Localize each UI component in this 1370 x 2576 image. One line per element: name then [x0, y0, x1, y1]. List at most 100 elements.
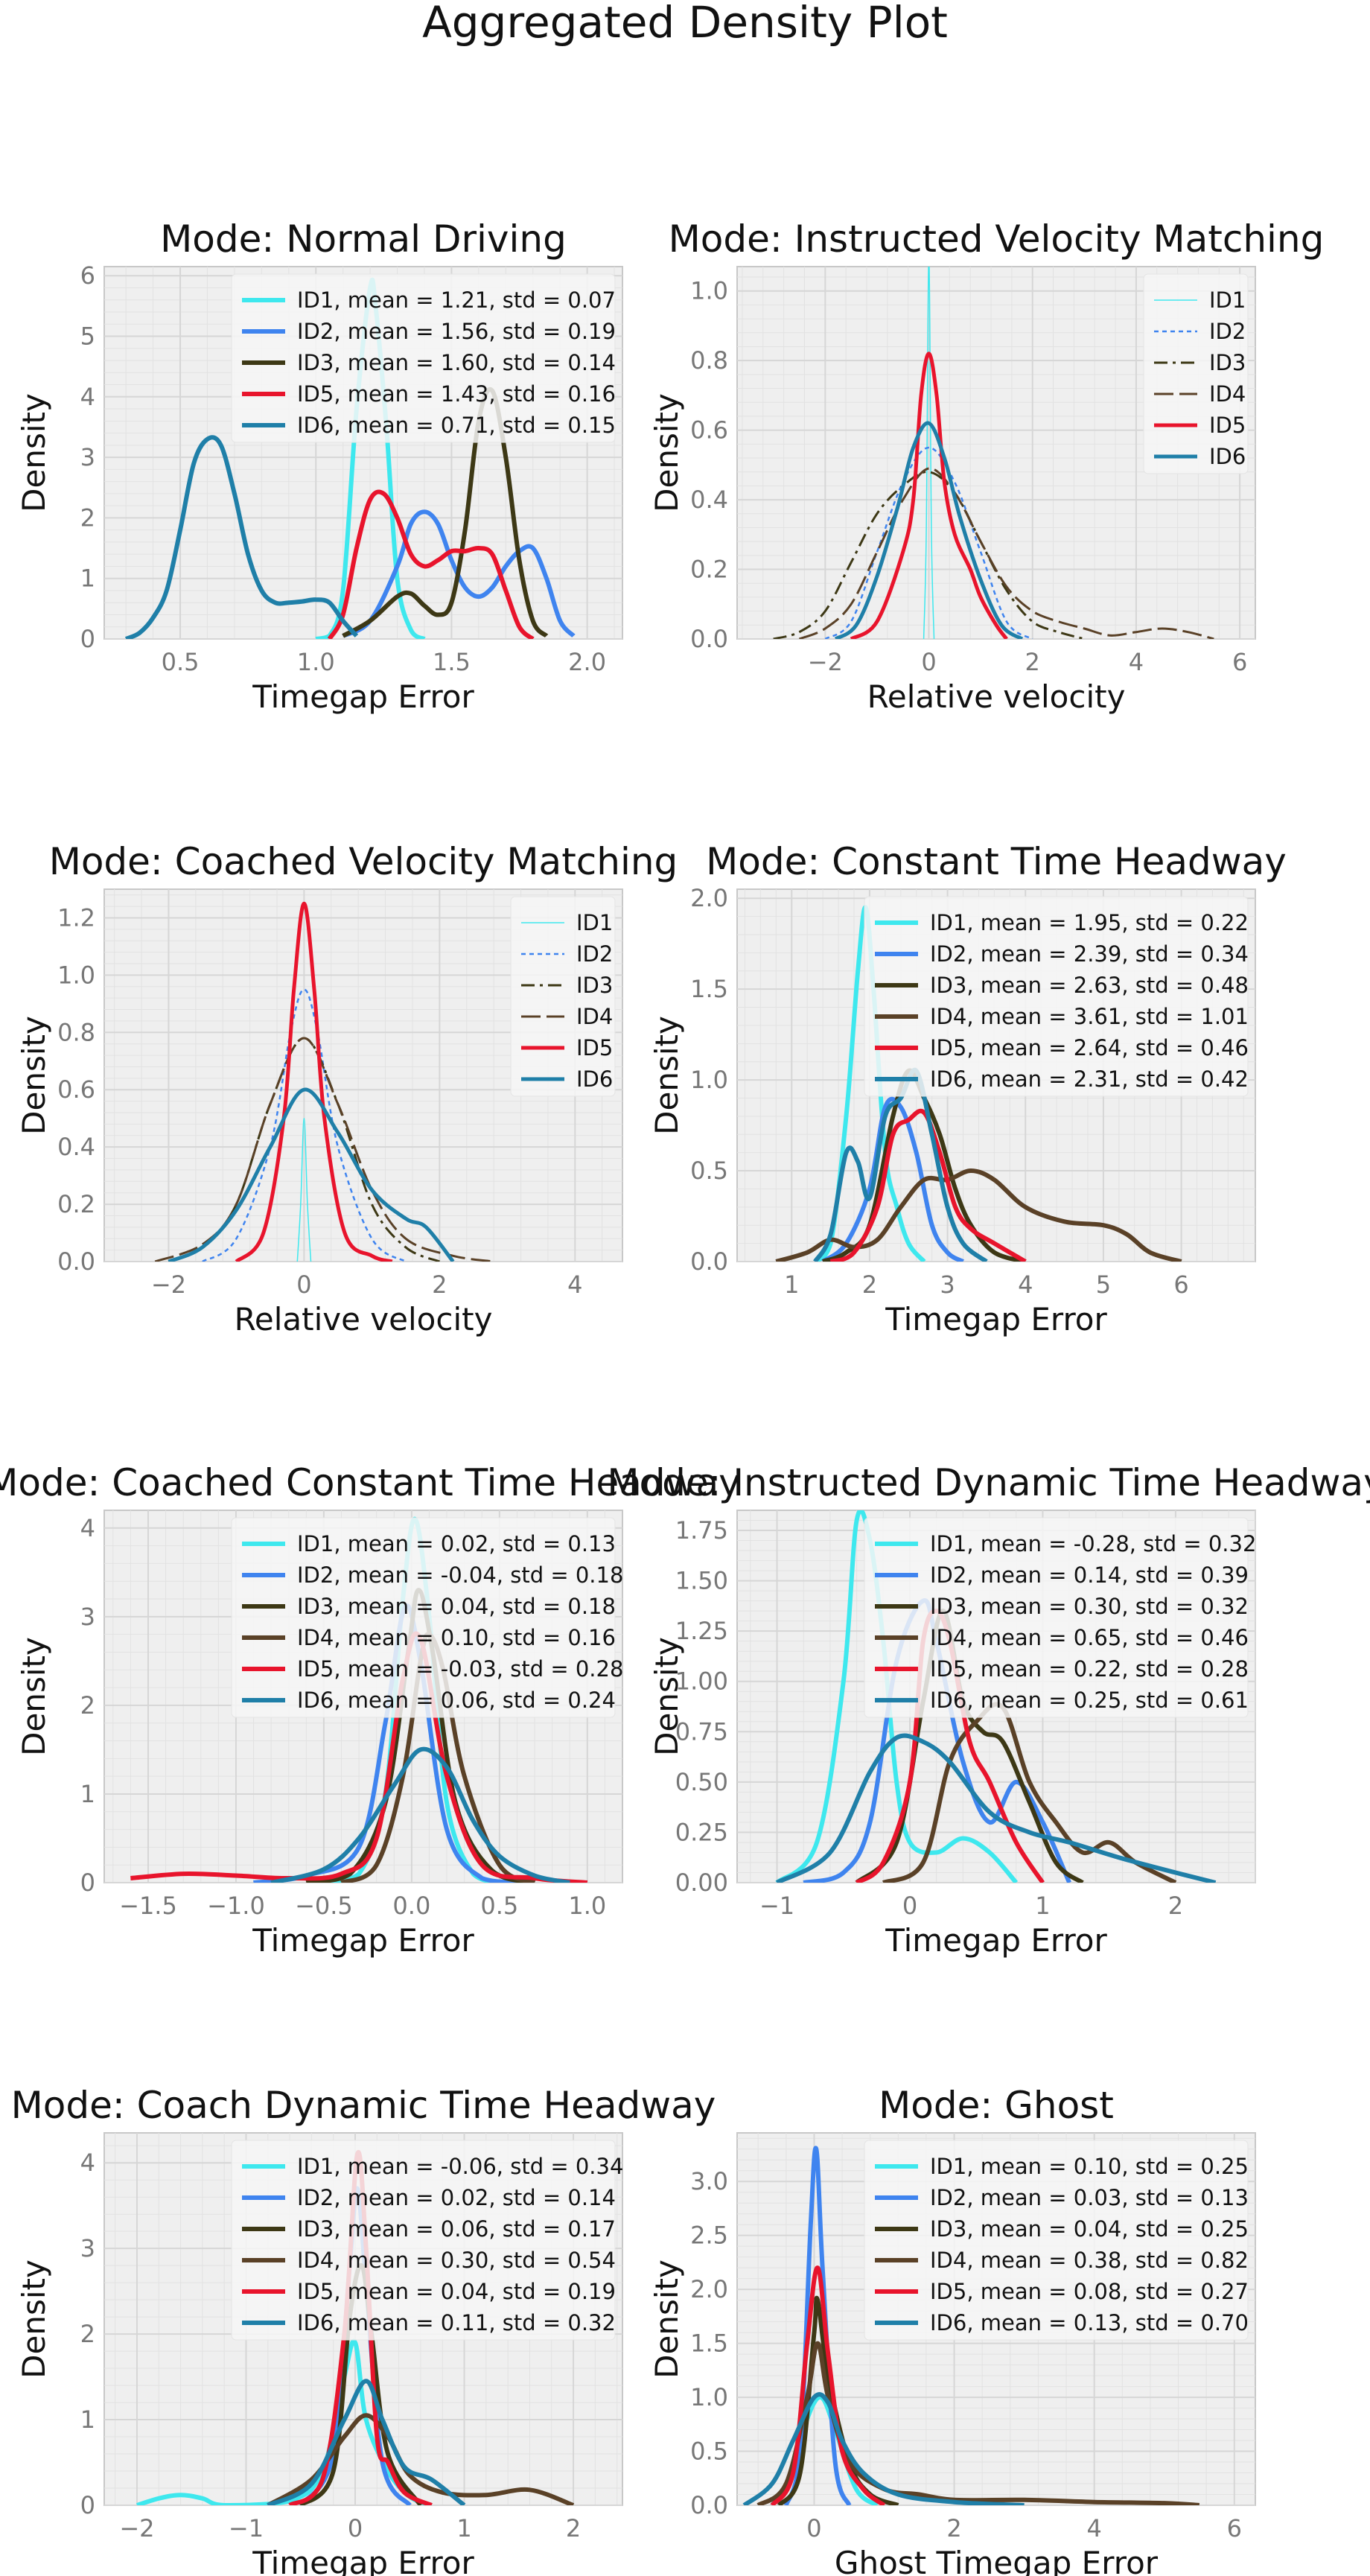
- legend-label: ID2, mean = 0.14, std = 0.39: [930, 1562, 1249, 1588]
- legend-label: ID1, mean = -0.06, std = 0.34: [297, 2154, 623, 2179]
- x-tick-label: 0.5: [480, 1892, 518, 1920]
- x-tick-label: −1.0: [207, 1892, 265, 1920]
- y-tick-label: 1.5: [690, 2329, 728, 2358]
- density-curve-id6: [834, 421, 1024, 639]
- y-tick-label: 0.8: [690, 346, 728, 375]
- legend-label: ID3, mean = 0.30, std = 0.32: [930, 1594, 1249, 1619]
- legend: [231, 1517, 616, 1718]
- x-tick-label: −0.5: [295, 1892, 353, 1920]
- y-tick-label: 1.50: [675, 1567, 728, 1595]
- y-tick-label: 0: [80, 2491, 95, 2519]
- x-tick-label: 1.5: [433, 648, 471, 676]
- legend-label: ID3: [1209, 350, 1246, 375]
- density-curve-id2: [824, 446, 1033, 639]
- y-tick-label: 2: [80, 503, 95, 532]
- y-axis-label: Density: [16, 2259, 52, 2379]
- chart-panel: −2 0 2 4 6 0.0 0.2 0.4 0.6 0.8 1.0 ID1 ID2 ID3 ID4 ID5 I…: [649, 217, 1324, 715]
- y-axis-label: Density: [16, 1016, 52, 1135]
- density-curve-id5: [850, 352, 1008, 639]
- panel-title: Mode: Coached Velocity Matching: [49, 840, 678, 883]
- y-tick-label: 2.0: [690, 884, 728, 912]
- density-curve-id4: [798, 467, 1214, 639]
- y-tick-label: 0.5: [690, 1157, 728, 1185]
- legend-label: ID2: [576, 941, 613, 967]
- x-axis-label: Timegap Error: [252, 678, 474, 715]
- x-tick-label: −1: [759, 1892, 794, 1920]
- x-tick-label: 1: [1035, 1892, 1050, 1920]
- y-tick-label: 2.5: [690, 2222, 728, 2250]
- density-curve-id3: [342, 387, 549, 638]
- legend-label: ID2, mean = -0.04, std = 0.18: [297, 1562, 623, 1588]
- y-tick-label: 1: [80, 1780, 95, 1808]
- density-curve-id6: [813, 1067, 988, 1262]
- legend-label: ID2, mean = 0.02, std = 0.14: [297, 2185, 616, 2210]
- legend-label: ID1: [1209, 287, 1246, 313]
- density-curve-id6: [776, 1733, 1217, 1883]
- density-curve-id1: [296, 1117, 312, 1262]
- legend-label: ID4: [576, 1004, 613, 1029]
- y-tick-label: 6: [80, 261, 95, 290]
- legend-label: ID5, mean = 0.04, std = 0.19: [297, 2279, 616, 2304]
- density-curve-id6: [168, 1087, 455, 1262]
- y-tick-label: 0.8: [57, 1018, 95, 1046]
- y-tick-label: 2.0: [690, 2275, 728, 2303]
- legend-label: ID5, mean = 2.64, std = 0.46: [930, 1035, 1249, 1060]
- y-axis-label: Density: [649, 393, 685, 512]
- density-curve-id4: [775, 1168, 1182, 1262]
- figure-title: Aggregated Density Plot: [422, 0, 948, 48]
- y-tick-label: 0.4: [57, 1133, 95, 1161]
- y-tick-label: 5: [80, 322, 95, 350]
- y-tick-label: 0.6: [57, 1075, 95, 1104]
- y-tick-label: 0.00: [675, 1869, 728, 1897]
- y-tick-label: 2: [80, 1691, 95, 1720]
- y-tick-label: 1.0: [690, 1066, 728, 1094]
- y-tick-label: 1.0: [690, 2383, 728, 2411]
- x-tick-label: 2: [566, 2514, 581, 2542]
- chart-panel: −2 0 2 4 0.0 0.2 0.4 0.6 0.8 1.0 1.2 ID1 ID2 ID3 ID4 ID…: [16, 840, 678, 1338]
- y-tick-label: 0.0: [690, 625, 728, 653]
- x-tick-label: 4: [1129, 648, 1144, 676]
- y-tick-label: 3: [80, 2234, 95, 2262]
- y-tick-label: 1: [80, 565, 95, 593]
- legend-label: ID4, mean = 0.10, std = 0.16: [297, 1625, 616, 1650]
- x-tick-label: 1: [784, 1270, 799, 1299]
- y-tick-label: 3: [80, 1603, 95, 1631]
- x-tick-label: 0.5: [162, 648, 200, 676]
- x-tick-label: 6: [1227, 2514, 1242, 2542]
- chart-panel: 0 2 4 6 0.0 0.5 1.0 1.5 2.0 2.5 3.0 ID1, mean = 0.1…: [649, 2084, 1256, 2576]
- y-tick-label: 0.75: [675, 1717, 728, 1746]
- x-tick-label: 0: [806, 2514, 821, 2542]
- chart-panel: 0.5 1.0 1.5 2.0 0 1 2 3 4 5 6 ID1, mean = 1.21, std…: [16, 217, 623, 715]
- x-tick-label: −2: [151, 1270, 186, 1299]
- legend-label: ID6, mean = 2.31, std = 0.42: [930, 1066, 1249, 1092]
- x-tick-label: 2: [432, 1270, 447, 1299]
- y-tick-label: 3.0: [690, 2167, 728, 2195]
- legend: [864, 1517, 1249, 1718]
- panel-title: Mode: Coach Dynamic Time Headway: [11, 2084, 716, 2127]
- x-tick-label: 0: [296, 1270, 311, 1299]
- y-tick-label: 0.0: [690, 2491, 728, 2519]
- legend-label: ID4, mean = 3.61, std = 1.01: [930, 1004, 1249, 1029]
- y-tick-label: 0.25: [675, 1818, 728, 1846]
- x-axis-label: Relative velocity: [867, 678, 1126, 715]
- legend-label: ID1, mean = 0.02, std = 0.13: [297, 1531, 616, 1556]
- density-curve-id2: [821, 1096, 964, 1262]
- density-curve-id3: [773, 471, 1085, 639]
- density-curve-id5: [770, 2265, 886, 2505]
- legend-label: ID3, mean = 2.63, std = 0.48: [930, 973, 1249, 998]
- y-tick-label: 2: [80, 2320, 95, 2348]
- legend: [864, 2140, 1249, 2341]
- y-tick-label: 0: [80, 1869, 95, 1897]
- density-curve-id6: [267, 2379, 466, 2505]
- legend-label: ID4: [1209, 381, 1246, 407]
- panel-title: Mode: Normal Driving: [160, 217, 567, 261]
- legend-label: ID2, mean = 2.39, std = 0.34: [930, 941, 1249, 967]
- y-tick-label: 0.2: [57, 1190, 95, 1218]
- panel-title: Mode: Ghost: [879, 2084, 1114, 2127]
- x-tick-label: −2: [119, 2514, 154, 2542]
- x-axis-label: Timegap Error: [885, 1301, 1107, 1338]
- y-tick-label: 0.5: [690, 2437, 728, 2466]
- panel-title: Mode: Instructed Dynamic Time Headway: [607, 1461, 1370, 1504]
- y-tick-label: 1.00: [675, 1667, 728, 1696]
- y-tick-label: 0.0: [57, 1247, 95, 1276]
